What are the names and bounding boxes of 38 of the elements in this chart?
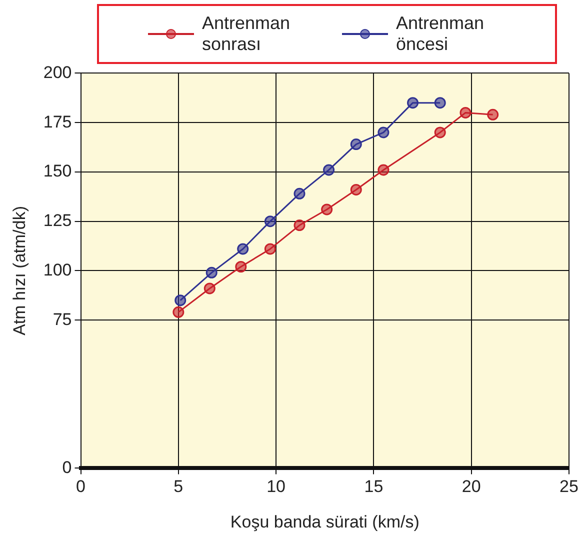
x-tick-label: 0 [76,477,86,496]
point [264,243,276,255]
point [294,220,306,232]
x-tick-label: 5 [174,477,184,496]
point [174,294,186,306]
point [294,188,306,200]
y-tick-label: 200 [43,62,72,82]
y-axis-title: Atm hızı (atm/dk) [10,206,29,336]
x-tick-label: 10 [266,477,286,496]
point [350,138,362,150]
point [460,106,472,118]
x-tick-label: 25 [560,477,578,496]
point [378,126,390,138]
point [350,184,362,196]
point [206,266,218,278]
point [323,164,335,176]
point [237,243,249,255]
point [487,108,499,120]
x-axis-title: Koşu banda sürati (km/s) [230,512,420,532]
point [434,126,446,138]
point [434,97,446,109]
point [264,216,276,228]
x-tick-label: 15 [364,477,384,496]
y-tick-label: 175 [43,112,72,132]
point [172,306,184,318]
x-tick-label: 20 [462,477,481,496]
point [407,97,419,109]
y-tick-label: 125 [43,211,72,230]
point [321,204,333,216]
point [204,282,216,294]
y-tick-label: 100 [43,260,72,280]
point [235,261,247,272]
legend-label: Antrenman sonrası [202,13,292,55]
y-tick-label: 0 [62,458,72,477]
point [378,164,390,176]
y-tick-label: 75 [52,310,72,329]
legend-label: Antrenman öncesi [396,13,486,55]
y-tick-label: 150 [43,162,72,181]
